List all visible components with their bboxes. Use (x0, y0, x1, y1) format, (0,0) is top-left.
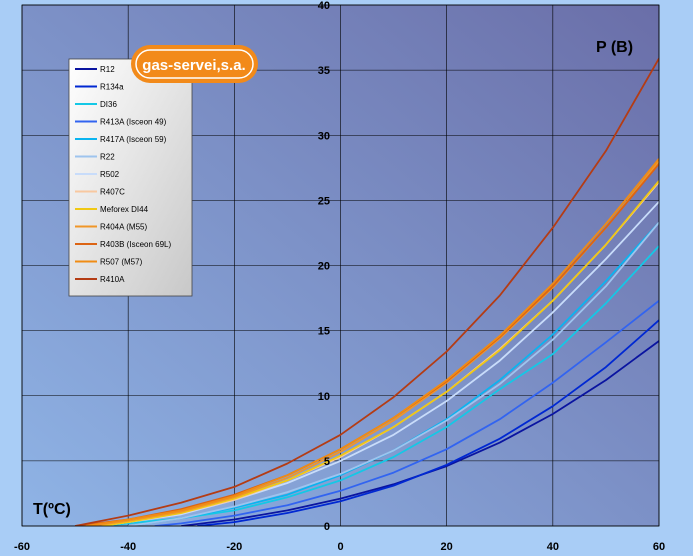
y-tick-label: 10 (318, 391, 330, 403)
legend-entry: R404A (M55) (100, 223, 147, 232)
x-tick-label: 40 (547, 541, 559, 553)
legend-entry: R12 (100, 65, 115, 74)
series-line (128, 221, 659, 526)
legend: R12 R134a DI36 R413A (Isceon 49) R417A (Isce… (68, 58, 193, 297)
legend-entry: DI36 (100, 100, 117, 109)
series-line (154, 299, 659, 526)
y-tick-label: 30 (318, 130, 330, 142)
series-line (74, 57, 659, 526)
company-logo: gas-servei,s.a. (131, 45, 258, 83)
legend-entry: R410A (100, 275, 125, 284)
x-tick-label: -40 (120, 541, 136, 553)
y-tick-labels: 0 5 10 15 20 25 30 35 40 (318, 0, 330, 533)
y-tick-label: 35 (318, 65, 330, 77)
y-tick-label: 25 (318, 195, 330, 207)
y-tick-label: 40 (318, 0, 330, 12)
x-tick-label: -20 (226, 541, 242, 553)
series-line (101, 180, 659, 526)
x-tick-labels: -60 -40 -20 0 20 40 60 (14, 541, 665, 553)
series-line (197, 319, 659, 526)
y-tick-label: 15 (318, 326, 330, 338)
legend-entry: R502 (100, 170, 120, 179)
series-line (101, 201, 659, 526)
legend-entry: R413A (Isceon 49) (100, 118, 167, 127)
y-tick-label: 5 (324, 456, 330, 468)
x-tick-label: 0 (337, 541, 343, 553)
legend-entry: R403B (Isceon 69L) (100, 240, 171, 249)
y-tick-label: 0 (324, 521, 330, 533)
legend-entry: R507 (M57) (100, 258, 143, 267)
x-tick-label: 20 (441, 541, 453, 553)
series-lines (74, 57, 659, 526)
legend-entry: Meforex DI44 (100, 205, 149, 214)
x-tick-label: 60 (653, 541, 665, 553)
x-axis-title: T(ºC) (33, 501, 71, 518)
logo-text: gas-servei,s.a. (142, 57, 245, 74)
x-tick-label: -60 (14, 541, 30, 553)
plot-frame (21, 4, 660, 527)
legend-entry: R134a (100, 83, 124, 92)
series-line (85, 158, 659, 526)
legend-entry: R417A (Isceon 59) (100, 135, 167, 144)
y-tick-label: 20 (318, 261, 330, 273)
legend-entry: R22 (100, 153, 115, 162)
y-axis-title: P (B) (596, 39, 633, 56)
legend-entry: R407C (100, 188, 125, 197)
